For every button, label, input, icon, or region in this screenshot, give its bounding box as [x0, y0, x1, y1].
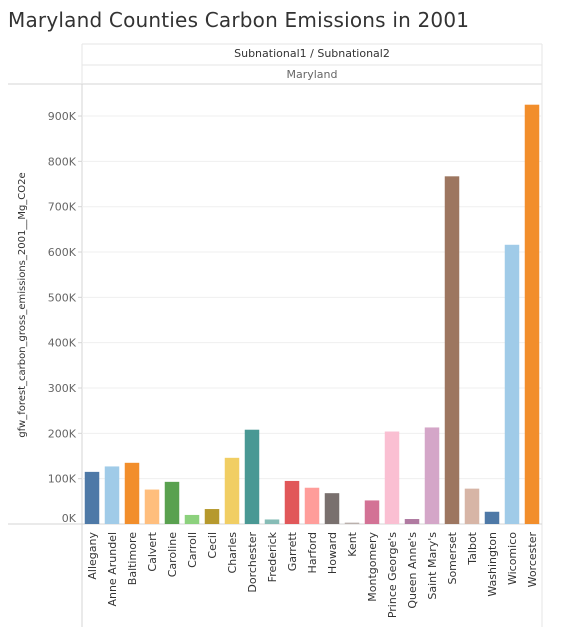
y-tick-label: 100K [48, 473, 77, 486]
bar[interactable] [84, 471, 100, 524]
x-tick-label: Washington [486, 532, 499, 597]
y-tick-label: 700K [48, 201, 77, 214]
bar[interactable] [204, 509, 220, 524]
x-tick-label: Montgomery [366, 532, 379, 602]
x-tick-label: Calvert [146, 531, 159, 571]
bar[interactable] [244, 429, 260, 524]
x-tick-label: Worcester [526, 532, 539, 588]
bar[interactable] [324, 493, 340, 524]
x-tick-label: Queen Anne's [406, 532, 419, 609]
x-tick-label: Kent [346, 531, 359, 556]
y-tick-label: 300K [48, 382, 77, 395]
x-tick-label: Dorchester [246, 532, 259, 593]
bar[interactable] [184, 514, 200, 524]
x-tick-label: Garrett [286, 531, 299, 571]
x-tick-label: Harford [306, 532, 319, 573]
x-tick-label: Wicomico [506, 532, 519, 585]
bar[interactable] [384, 431, 400, 524]
bar[interactable] [504, 244, 520, 524]
bar[interactable] [464, 488, 480, 524]
bar[interactable] [424, 427, 440, 524]
bar[interactable] [444, 176, 460, 524]
bar[interactable] [264, 519, 280, 524]
bar[interactable] [224, 457, 240, 524]
x-tick-label: Cecil [206, 532, 219, 559]
y-tick-label: 400K [48, 337, 77, 350]
x-tick-label: Somerset [446, 531, 459, 584]
bar[interactable] [104, 466, 120, 524]
bar[interactable] [404, 519, 420, 524]
bar[interactable] [484, 511, 500, 524]
y-tick-label: 0K [62, 512, 77, 525]
x-tick-label: Carroll [186, 532, 199, 568]
y-tick-label: 800K [48, 155, 77, 168]
x-tick-label: Baltimore [126, 532, 139, 585]
x-tick-label: Caroline [166, 532, 179, 578]
bar[interactable] [364, 500, 380, 524]
bar[interactable] [144, 489, 160, 524]
bar[interactable] [344, 522, 360, 524]
x-tick-label: Anne Arundel [106, 532, 119, 607]
y-tick-label: 500K [48, 291, 77, 304]
x-tick-label: Howard [326, 532, 339, 574]
chart-title: Maryland Counties Carbon Emissions in 20… [8, 8, 470, 32]
x-tick-label: Talbot [466, 531, 479, 565]
y-tick-label: 600K [48, 246, 77, 259]
bar[interactable] [164, 481, 180, 524]
x-tick-label: Charles [226, 532, 239, 574]
x-tick-label: Frederick [266, 531, 279, 582]
bar[interactable] [124, 462, 140, 524]
y-axis-label: gfw_forest_carbon_gross_emissions_2001__… [17, 172, 28, 437]
bar[interactable] [524, 104, 540, 524]
x-tick-label: Prince George's [386, 532, 399, 618]
column-value-header: Maryland [286, 68, 338, 81]
x-tick-label: Saint Mary's [426, 532, 439, 600]
column-field-header: Subnational1 / Subnational2 [234, 47, 390, 60]
y-tick-label: 900K [48, 110, 77, 123]
y-tick-label: 200K [48, 427, 77, 440]
x-tick-label: Allegany [86, 532, 99, 580]
bar[interactable] [284, 480, 300, 524]
bar[interactable] [304, 487, 320, 524]
